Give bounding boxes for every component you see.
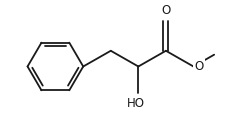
Text: O: O	[194, 60, 204, 73]
Text: HO: HO	[127, 97, 145, 110]
Text: O: O	[161, 4, 171, 17]
